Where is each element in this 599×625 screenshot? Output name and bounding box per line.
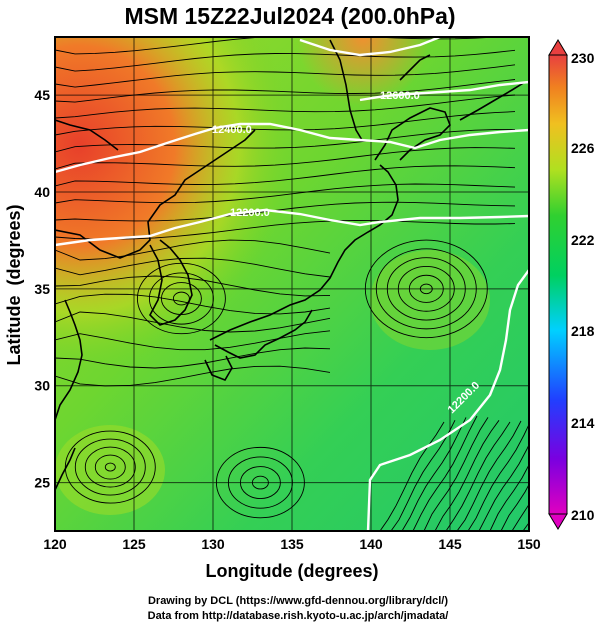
streamline [419, 283, 433, 295]
streamline [55, 128, 516, 153]
streamline [84, 446, 136, 488]
streamline [55, 165, 516, 187]
streamline [386, 257, 466, 321]
streamline [445, 421, 511, 531]
colorbar: 210 214 218 222 226 230 [548, 39, 595, 530]
streamline [55, 365, 331, 387]
streamline [401, 417, 467, 531]
streamline [379, 421, 445, 531]
contour-12200-b [366, 269, 529, 531]
contour-12600 [359, 80, 529, 102]
streamline [64, 430, 156, 504]
streamline [478, 443, 529, 531]
x-tick-label: 125 [122, 536, 146, 552]
contour-12600-top [299, 37, 441, 57]
credit-drawing: Drawing by DCL (https://www.gfd-dennou.o… [148, 595, 448, 607]
streamline [412, 415, 478, 531]
colorbar-tick: 210 [571, 507, 595, 523]
colorbar-tick: 230 [571, 50, 595, 66]
coastlines [55, 39, 526, 491]
streamline [55, 347, 331, 369]
x-tick-label: 120 [43, 536, 67, 552]
streamline [227, 456, 293, 509]
streamline [215, 446, 305, 519]
warm-patch-south [55, 425, 165, 515]
colorbar-tick: 214 [571, 415, 595, 431]
streamline [456, 420, 522, 531]
streamline [408, 274, 444, 303]
x-tick-label: 130 [201, 536, 225, 552]
y-tick-label: 35 [34, 281, 50, 297]
colorbar-tick: 218 [571, 323, 595, 339]
streamline [55, 49, 516, 72]
streamline [500, 483, 529, 531]
streamline [74, 438, 146, 496]
streamline [104, 462, 116, 472]
y-tick-label: 40 [34, 184, 50, 200]
streamline [55, 111, 516, 136]
streamline [55, 94, 516, 119]
streamline [55, 219, 516, 240]
x-tick-label: 140 [359, 536, 383, 552]
colorbar-tick: 222 [571, 232, 595, 248]
streamline [55, 239, 331, 261]
contour-label-12600: 12600.0 [380, 90, 420, 102]
y-axis: 25 30 35 40 45 Latitude (degrees) [4, 87, 50, 490]
streamline [148, 272, 214, 325]
streamline [397, 265, 455, 312]
x-axis: 120 125 130 135 140 145 150 Longitude (d… [43, 536, 541, 581]
x-tick-label: 135 [280, 536, 304, 552]
streamline [55, 64, 516, 88]
colorbar-min-arrow [548, 513, 568, 530]
contour-label-12200-a: 12200.0 [230, 207, 270, 219]
plot-frame [54, 36, 530, 532]
streamline [489, 463, 529, 531]
streamline [467, 423, 529, 531]
streamline [55, 183, 516, 204]
warm-patch-east [370, 250, 490, 350]
streamline [55, 79, 516, 103]
credit-data: Data from http://database.rish.kyoto-u.a… [148, 610, 449, 622]
x-tick-label: 150 [517, 536, 541, 552]
streamline [160, 282, 202, 315]
streamline [136, 262, 226, 335]
contour-label-12400: 12400.0 [212, 124, 252, 136]
streamline [390, 419, 456, 531]
streamline [423, 417, 489, 531]
streamline [251, 475, 269, 490]
streamline [94, 454, 126, 480]
streamline [511, 503, 529, 531]
streamline [55, 147, 516, 170]
y-tick-label: 30 [34, 378, 50, 394]
streamline [172, 291, 190, 306]
colorbar-tick: 226 [571, 140, 595, 156]
colorbar-max-arrow [548, 39, 568, 56]
streamline [55, 311, 331, 333]
map-plot-area: 12600.0 12400.0 12200.0 12200.0 [55, 37, 529, 531]
streamline [55, 293, 331, 315]
y-axis-label: Latitude (degrees) [4, 204, 24, 365]
chart-title: MSM 15Z22Jul2024 (200.0hPa) [124, 3, 455, 29]
height-contours [55, 37, 529, 531]
streamline [55, 257, 331, 278]
contour-12400 [55, 122, 529, 174]
streamline [375, 248, 477, 330]
streamline [55, 201, 516, 222]
y-tick-label: 25 [34, 475, 50, 491]
streamline [434, 420, 500, 531]
streamlines [55, 37, 529, 531]
streamline [239, 466, 281, 499]
contour-12200-a [55, 208, 529, 247]
colorbar-scale [548, 54, 568, 515]
streamline [364, 239, 488, 339]
streamline [55, 330, 331, 351]
streamline [55, 275, 331, 297]
x-axis-label: Longitude (degrees) [205, 561, 378, 581]
y-tick-label: 45 [34, 87, 50, 103]
x-tick-label: 145 [438, 536, 462, 552]
